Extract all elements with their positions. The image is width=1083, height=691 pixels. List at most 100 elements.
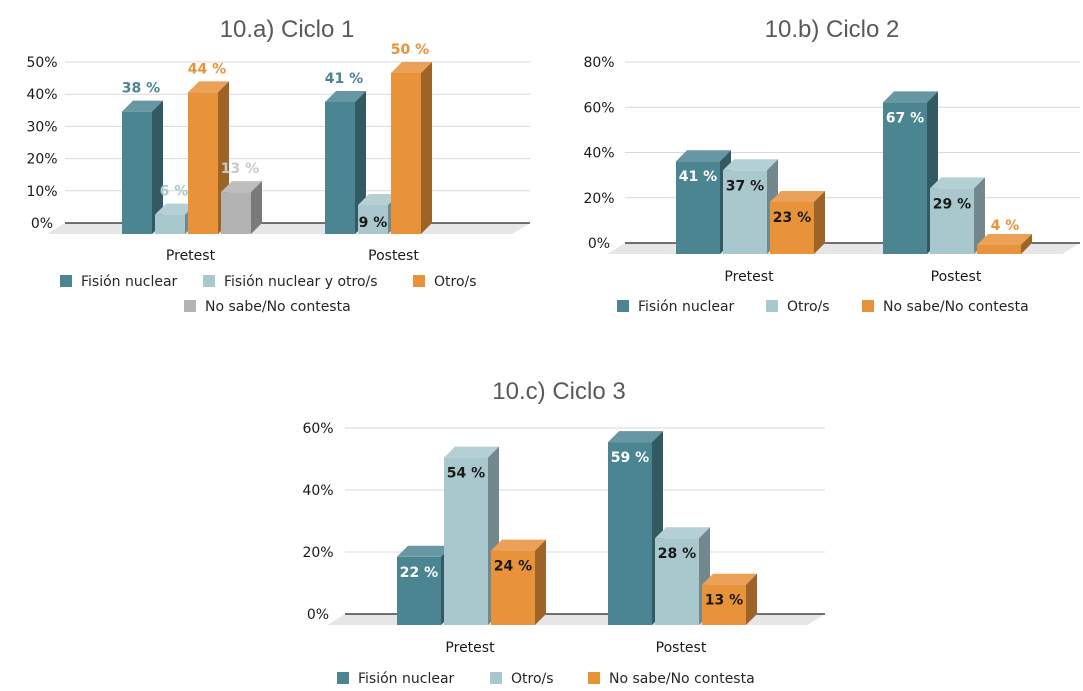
bar-top — [723, 159, 778, 171]
bar-front — [676, 161, 720, 254]
chart-title: 10.c) Ciclo 3 — [492, 378, 625, 405]
y-tick-label: 20% — [302, 545, 333, 561]
y-tick-label: 60% — [583, 100, 614, 116]
data-label: 38 % — [122, 81, 160, 97]
legend-swatch — [337, 672, 349, 684]
bar — [930, 177, 985, 254]
bar-front — [723, 170, 767, 254]
bar-front — [444, 457, 488, 625]
bar-front — [655, 538, 699, 625]
legend-item: Otro/s — [766, 299, 830, 315]
data-label: 41 % — [325, 71, 363, 87]
bar-front — [188, 92, 218, 234]
bar-front — [155, 214, 185, 234]
data-label: 24 % — [494, 559, 532, 575]
chart-3: 10.c) Ciclo 3 0% 20% 40% 60% 22 % 54 % 24 % Pret… — [302, 378, 825, 687]
bar-top — [491, 539, 546, 551]
bar-front — [122, 111, 152, 234]
legend-swatch — [588, 672, 600, 684]
bar-front — [391, 73, 421, 234]
legend-item: Fisión nuclear — [617, 299, 735, 315]
legend-swatch — [203, 275, 215, 287]
data-label: 59 % — [611, 450, 649, 466]
data-label: 4 % — [991, 218, 1020, 234]
data-label: 22 % — [400, 565, 438, 581]
bar-front — [608, 442, 652, 625]
y-tick-label: 10% — [26, 184, 57, 200]
legend-swatch — [60, 275, 72, 287]
bar — [655, 527, 710, 625]
data-label: 13 % — [705, 593, 743, 609]
legend-swatch — [766, 300, 778, 312]
bar-top — [676, 150, 731, 162]
data-label: 13 % — [221, 161, 259, 177]
chart-title: 10.b) Ciclo 2 — [765, 16, 900, 43]
chart-2: 10.b) Ciclo 2 0% 20% 40% 60% 80% 41 % 37 % 23 % P… — [583, 16, 1080, 315]
y-tick-label: 20% — [583, 191, 614, 207]
bar — [676, 150, 731, 254]
legend-swatch — [617, 300, 629, 312]
bar-side — [355, 90, 366, 234]
y-tick-label: 0% — [588, 236, 610, 252]
legend-item: Otro/s — [490, 671, 554, 687]
bar — [491, 539, 546, 625]
bar — [122, 100, 163, 234]
legend-label: Fisión nuclear — [358, 671, 455, 687]
bar-front — [491, 550, 535, 625]
bar-side — [251, 181, 262, 234]
y-tick-label: 40% — [302, 483, 333, 499]
legend-swatch — [184, 300, 196, 312]
bar-top — [188, 81, 229, 93]
bar-top — [883, 91, 938, 103]
bar-top — [930, 177, 985, 189]
x-category-label: Pretest — [166, 248, 216, 264]
legend-item: Otro/s — [413, 274, 477, 290]
legend-item: No sabe/No contesta — [588, 671, 755, 687]
data-label: 9 % — [359, 215, 388, 231]
bar-front — [397, 556, 441, 625]
legend-swatch — [490, 672, 502, 684]
y-tick-label: 60% — [302, 421, 333, 437]
bar-top — [444, 446, 499, 458]
y-tick-label: 40% — [26, 87, 57, 103]
bar-top — [358, 194, 399, 206]
bar — [723, 159, 778, 254]
data-label: 54 % — [447, 466, 485, 482]
legend-swatch — [862, 300, 874, 312]
y-tick-label: 0% — [31, 216, 53, 232]
chart-floor — [47, 223, 531, 234]
bar-top — [391, 62, 432, 73]
x-category-label: Pretest — [445, 640, 495, 656]
bar-top — [977, 233, 1032, 245]
legend-item: Fisión nuclear y otro/s — [203, 274, 378, 290]
chart-title: 10.a) Ciclo 1 — [220, 16, 355, 43]
bar — [770, 190, 825, 254]
bar-front — [325, 101, 355, 234]
bar — [702, 573, 757, 625]
data-label: 28 % — [658, 546, 696, 562]
data-label: 41 % — [679, 169, 717, 185]
bar-side — [152, 100, 163, 234]
data-label: 6 % — [160, 184, 189, 200]
bar-front — [930, 188, 974, 254]
bar-top — [122, 100, 163, 112]
bar-top — [770, 190, 825, 202]
data-label: 67 % — [886, 110, 924, 126]
bar — [444, 446, 499, 625]
bar-front — [358, 205, 388, 234]
bar-side — [814, 190, 825, 254]
bar-top — [608, 431, 663, 443]
y-tick-label: 80% — [583, 55, 614, 71]
bar-top — [655, 527, 710, 539]
legend-label: No sabe/No contesta — [609, 671, 755, 687]
bar-front — [883, 102, 927, 254]
data-label: 29 % — [933, 196, 971, 212]
x-category-label: Pretest — [724, 269, 774, 285]
data-label: 50 % — [391, 42, 429, 58]
x-category-label: Postest — [931, 269, 982, 285]
bar-top — [702, 573, 757, 585]
legend-label: Otro/s — [511, 671, 554, 687]
bar-top — [221, 181, 262, 193]
legend-label: Fisión nuclear — [81, 274, 178, 290]
